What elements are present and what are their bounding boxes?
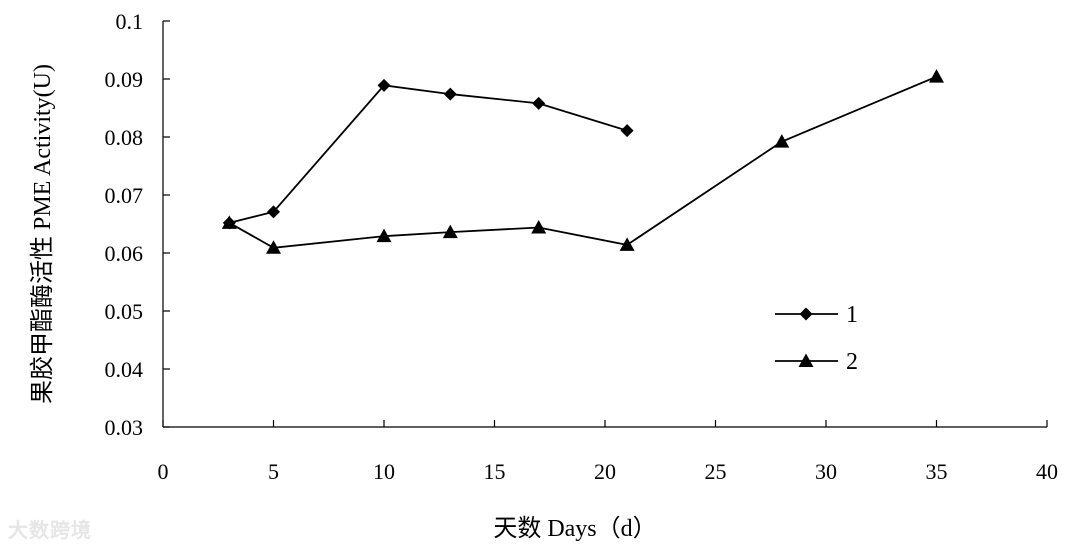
x-tick-label: 20: [594, 459, 616, 484]
series-1-line: [229, 84, 628, 224]
x-tick-label: 30: [815, 459, 837, 484]
legend-label-1: 1: [846, 302, 858, 328]
x-tick-label: 10: [373, 459, 395, 484]
series-2-point: [221, 215, 237, 229]
legend: 12: [775, 302, 858, 375]
series-2-point: [376, 228, 392, 243]
legend-marker-2: [798, 353, 814, 367]
series-1-point: [443, 87, 457, 101]
x-axis-title: 天数 Days（d）: [493, 515, 656, 542]
x-ticks: 0 5 10 15 20 25 30 35 40: [158, 420, 1058, 484]
series-1-point: [377, 78, 391, 92]
series-2-point: [929, 69, 944, 83]
y-tick-label: 0.05: [105, 299, 144, 324]
x-tick-label: 0: [158, 459, 169, 484]
series-2-point: [266, 240, 281, 254]
y-tick-label: 0.08: [105, 125, 144, 150]
series-2-line: [228, 75, 937, 249]
axes: [162, 21, 1047, 428]
series-1-point: [532, 96, 546, 110]
series-layer: [221, 69, 944, 254]
y-tick-label: 0.03: [105, 415, 144, 440]
x-tick-label: 5: [268, 459, 279, 484]
x-tick-label: 35: [926, 459, 948, 484]
y-tick-label: 0.07: [105, 183, 144, 208]
legend-label-2: 2: [846, 349, 858, 375]
series-2: [221, 69, 944, 254]
series-2-point: [774, 134, 790, 148]
series-1-point: [620, 124, 634, 138]
series-1-point: [267, 205, 280, 219]
legend-marker-1: [799, 307, 813, 321]
x-tick-label: 25: [705, 459, 727, 484]
series-2-point: [442, 224, 458, 239]
series-2-point: [531, 219, 547, 234]
y-axis-title: 果胶甲酯酶活性 PME Activity(U): [29, 64, 56, 404]
y-tick-label: 0.1: [116, 9, 144, 34]
x-tick-label: 40: [1036, 459, 1058, 484]
y-tick-label: 0.09: [105, 67, 144, 92]
series-1: [222, 78, 634, 230]
x-tick-label: 15: [484, 459, 506, 484]
y-tick-label: 0.06: [105, 241, 144, 266]
y-tick-label: 0.04: [105, 357, 144, 382]
series-2-point: [619, 237, 635, 251]
watermark-logo: 大数跨境: [8, 518, 92, 542]
y-ticks: 0.03 0.04 0.05 0.06 0.07 0.08 0.09 0.1: [105, 9, 170, 440]
